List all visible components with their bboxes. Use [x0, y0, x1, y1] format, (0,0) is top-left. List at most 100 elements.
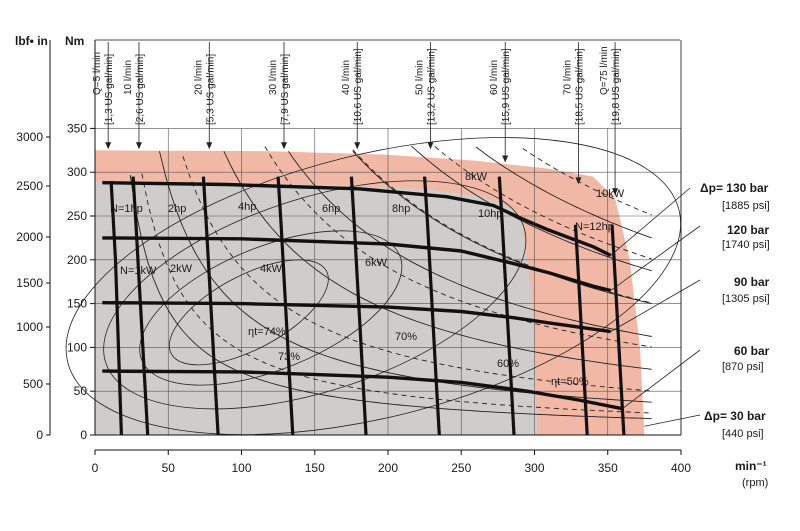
power-curve-hp — [129, 174, 652, 420]
x-tick-label: 0 — [92, 461, 99, 475]
power-kw-label: 8kW — [465, 171, 488, 183]
x-tick-label: 400 — [671, 461, 691, 475]
flow-arrow-head — [502, 155, 509, 163]
continuous-region — [95, 181, 538, 435]
flow-line — [610, 224, 626, 436]
flow-line-label: 40 l/min — [341, 60, 352, 95]
flow-arrow-head — [280, 142, 287, 150]
power-kw-label: 10kW — [596, 188, 625, 200]
pressure-line-sublabel: [1740 psi] — [722, 239, 770, 251]
power-hp-label: 4hp — [238, 201, 256, 213]
x-tick-label: 200 — [378, 461, 398, 475]
chart-labels: Q=5 l/min [1,3 US gal/min] 10 l/min [2,6 US… — [15, 34, 770, 489]
power-hp-label: 2hp — [168, 203, 186, 215]
power-curve-kw — [434, 146, 652, 260]
y-tick-label-lbfin: 3000 — [16, 130, 43, 144]
power-curve-hp — [288, 151, 652, 337]
efficiency-label: 70% — [395, 331, 417, 343]
flow-line-label: 50 l/min — [414, 60, 425, 95]
y-tick-label-lbfin: 0 — [36, 428, 43, 442]
y-axis-unit-nm: Nm — [65, 34, 84, 48]
efficiency-contour — [168, 259, 329, 366]
x-tick-label: 150 — [305, 461, 325, 475]
flow-line-sublabel: [15,9 US gal/min] — [501, 48, 512, 125]
flow-line-label: 60 l/min — [489, 60, 500, 95]
flow-line-sublabel: [18,5 US gal/min] — [574, 48, 585, 125]
y-tick-label-lbfin: 500 — [23, 377, 43, 391]
power-kw-label: 6kW — [365, 257, 388, 269]
power-curve-kw — [182, 156, 652, 392]
flow-line-label: 10 l/min — [123, 60, 134, 95]
flow-line-label: Q=75 l/min — [599, 46, 610, 95]
flow-line-sublabel: [19,8 US gal/min] — [611, 48, 622, 125]
pressure-line-label: Δp= 30 bar — [704, 409, 766, 423]
efficiency-contour — [103, 180, 527, 410]
flow-line-sublabel: [10,6 US gal/min] — [353, 48, 364, 125]
flow-arrow-head — [427, 142, 434, 150]
y-tick-label-nm: 0 — [80, 428, 87, 442]
power-curve-kw — [522, 148, 652, 216]
y-tick-label-lbfin: 1000 — [16, 320, 43, 334]
y-tick-label-lbfin: 2000 — [16, 230, 43, 244]
y-tick-label-lbfin: 2500 — [16, 179, 43, 193]
flow-line — [349, 176, 368, 436]
efficiency-contour — [65, 137, 682, 436]
power-hp-label: 8hp — [392, 203, 410, 215]
pressure-line-label: Δp= 130 bar — [700, 181, 769, 195]
pressure-line-label: 90 bar — [734, 275, 770, 289]
flow-line-label: Q=5 l/min — [92, 52, 103, 95]
x-axis-unit-alt: (rpm) — [742, 477, 768, 489]
efficiency-label: 60% — [497, 358, 519, 370]
pressure-leader — [610, 225, 701, 291]
x-tick-label: 300 — [524, 461, 544, 475]
pressure-leader — [644, 414, 701, 427]
pressure-leader — [622, 349, 701, 410]
y-tick-label-nm: 100 — [67, 340, 87, 354]
pressure-leader — [610, 187, 691, 256]
efficiency-contours — [65, 137, 682, 436]
power-kw-label: 2kW — [170, 263, 193, 275]
pressure-lines — [102, 181, 701, 427]
x-tick-label: 100 — [231, 461, 251, 475]
x-tick-label: 350 — [598, 461, 618, 475]
pressure-line-label: 120 bar — [727, 223, 769, 237]
pressure-line-sublabel: [1885 psi] — [722, 200, 770, 212]
power-hp-label: N=1hp — [110, 203, 143, 215]
pressure-line — [102, 301, 611, 334]
flow-line-sublabel: [7,9 US gal/min] — [280, 54, 291, 125]
pressure-line — [102, 181, 612, 257]
flow-arrow-head — [354, 142, 361, 150]
y-tick-label-nm: 300 — [67, 165, 87, 179]
flow-arrow-head — [612, 188, 619, 196]
power-hp-label: N=12hp — [575, 221, 614, 233]
axes — [46, 39, 682, 455]
pressure-line-label: 60 bar — [734, 344, 770, 358]
y-tick-label-nm: 350 — [67, 121, 87, 135]
power-kw-label: N=1kW — [120, 265, 157, 277]
power-curve-hp — [352, 150, 652, 305]
flow-line-label: 20 l/min — [193, 60, 204, 95]
flow-line — [497, 176, 516, 436]
y-tick-label-nm: 150 — [67, 297, 87, 311]
power-hp-label: 6hp — [322, 203, 340, 215]
power-curve-hp — [475, 146, 652, 239]
flow-line-sublabel: [13,2 US gal/min] — [426, 48, 437, 125]
flow-line-sublabel: [1,3 US gal/min] — [104, 54, 115, 125]
power-curve-hp — [159, 151, 652, 403]
x-tick-label: 250 — [451, 461, 471, 475]
power-curve-kw — [141, 173, 652, 414]
power-curve-kw — [264, 146, 652, 348]
x-axis-unit: min⁻¹ — [735, 459, 767, 473]
flow-line-sublabel: [5,3 US gal/min] — [205, 54, 216, 125]
envelope-fills — [95, 150, 645, 436]
y-tick-label-nm: 250 — [67, 209, 87, 223]
power-hp-label: 10hp — [478, 208, 502, 220]
flow-arrow-head — [135, 142, 142, 150]
flow-arrow-head — [105, 142, 112, 150]
flow-arrow-head — [575, 177, 582, 185]
power-kw-label: 4kW — [260, 263, 283, 275]
efficiency-label: 73% — [278, 351, 300, 363]
x-tick-label: 50 — [162, 461, 176, 475]
